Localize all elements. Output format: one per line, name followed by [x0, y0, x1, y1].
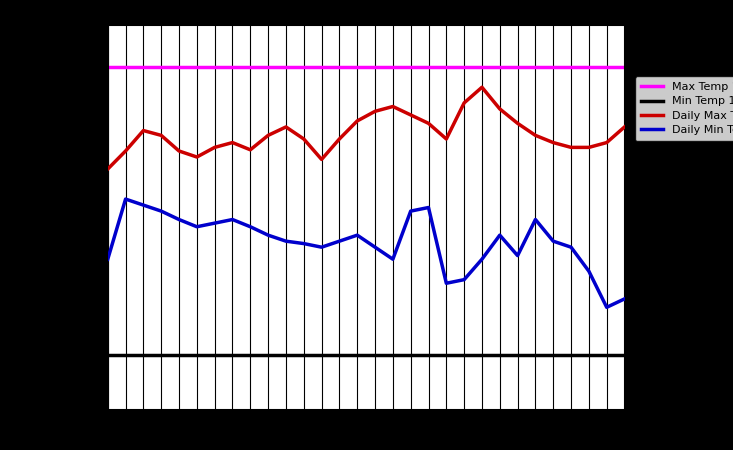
Daily Min Temp [210, 220, 219, 226]
Daily Min Temp [371, 244, 380, 250]
Daily Min Temp [478, 256, 487, 262]
Daily Min Temp [442, 280, 451, 286]
Daily Min Temp [228, 217, 237, 222]
Daily Min Temp [353, 233, 361, 238]
Daily Min Temp [603, 305, 611, 310]
Daily Max Temp [103, 166, 112, 172]
Daily Min Temp [513, 253, 522, 258]
Daily Max Temp [246, 147, 254, 153]
Daily Max Temp [406, 112, 415, 117]
Daily Min Temp [549, 238, 558, 244]
Daily Min Temp [406, 208, 415, 214]
Daily Max Temp [388, 104, 397, 109]
Daily Min Temp [531, 217, 539, 222]
Daily Max Temp [121, 148, 130, 154]
Daily Max Temp [478, 85, 487, 90]
Daily Min Temp [496, 233, 504, 238]
Daily Max Temp [335, 136, 344, 142]
Daily Max Temp [157, 133, 166, 138]
Daily Min Temp [174, 217, 183, 222]
Daily Max Temp [620, 124, 629, 130]
Max Temp 1960-90 [103, 64, 112, 70]
Daily Max Temp [603, 140, 611, 145]
Daily Max Temp [371, 108, 380, 114]
Daily Min Temp [335, 238, 344, 244]
Daily Max Temp [442, 136, 451, 142]
Daily Max Temp [193, 154, 202, 160]
Line: Daily Min Temp: Daily Min Temp [108, 199, 625, 307]
Daily Min Temp [299, 241, 308, 246]
Daily Max Temp [584, 145, 593, 150]
Daily Max Temp [513, 121, 522, 126]
Legend: Max Temp 1960-90, Min Temp 1960-90, Daily Max Temp, Daily Min Temp: Max Temp 1960-90, Min Temp 1960-90, Dail… [636, 76, 733, 141]
Daily Max Temp [228, 140, 237, 145]
Daily Min Temp [424, 205, 433, 210]
Line: Daily Max Temp: Daily Max Temp [108, 87, 625, 169]
Daily Max Temp [460, 100, 468, 106]
Daily Min Temp [103, 256, 112, 262]
Daily Min Temp [193, 224, 202, 230]
Daily Max Temp [174, 148, 183, 154]
Daily Max Temp [281, 124, 290, 130]
Daily Max Temp [317, 157, 326, 162]
Daily Max Temp [496, 106, 504, 112]
Daily Min Temp [584, 269, 593, 274]
Daily Min Temp [460, 277, 468, 282]
Daily Max Temp [567, 145, 575, 150]
Daily Min Temp [281, 238, 290, 244]
Daily Min Temp [139, 202, 148, 208]
Max Temp 1960-90 [86, 64, 95, 70]
Daily Max Temp [264, 133, 273, 138]
Daily Max Temp [139, 128, 148, 133]
Daily Max Temp [549, 140, 558, 145]
Daily Min Temp [620, 296, 629, 302]
Daily Max Temp [210, 145, 219, 150]
Daily Max Temp [531, 133, 539, 138]
Daily Max Temp [353, 118, 361, 124]
Daily Max Temp [299, 136, 308, 142]
Daily Min Temp [317, 244, 326, 250]
Daily Min Temp [567, 244, 575, 250]
Min Temp 1960-90 [86, 353, 95, 358]
Daily Max Temp [424, 121, 433, 126]
Daily Min Temp [388, 256, 397, 262]
Daily Min Temp [157, 208, 166, 214]
Min Temp 1960-90 [103, 353, 112, 358]
Daily Min Temp [264, 233, 273, 238]
Daily Min Temp [246, 224, 254, 230]
Daily Min Temp [121, 196, 130, 202]
